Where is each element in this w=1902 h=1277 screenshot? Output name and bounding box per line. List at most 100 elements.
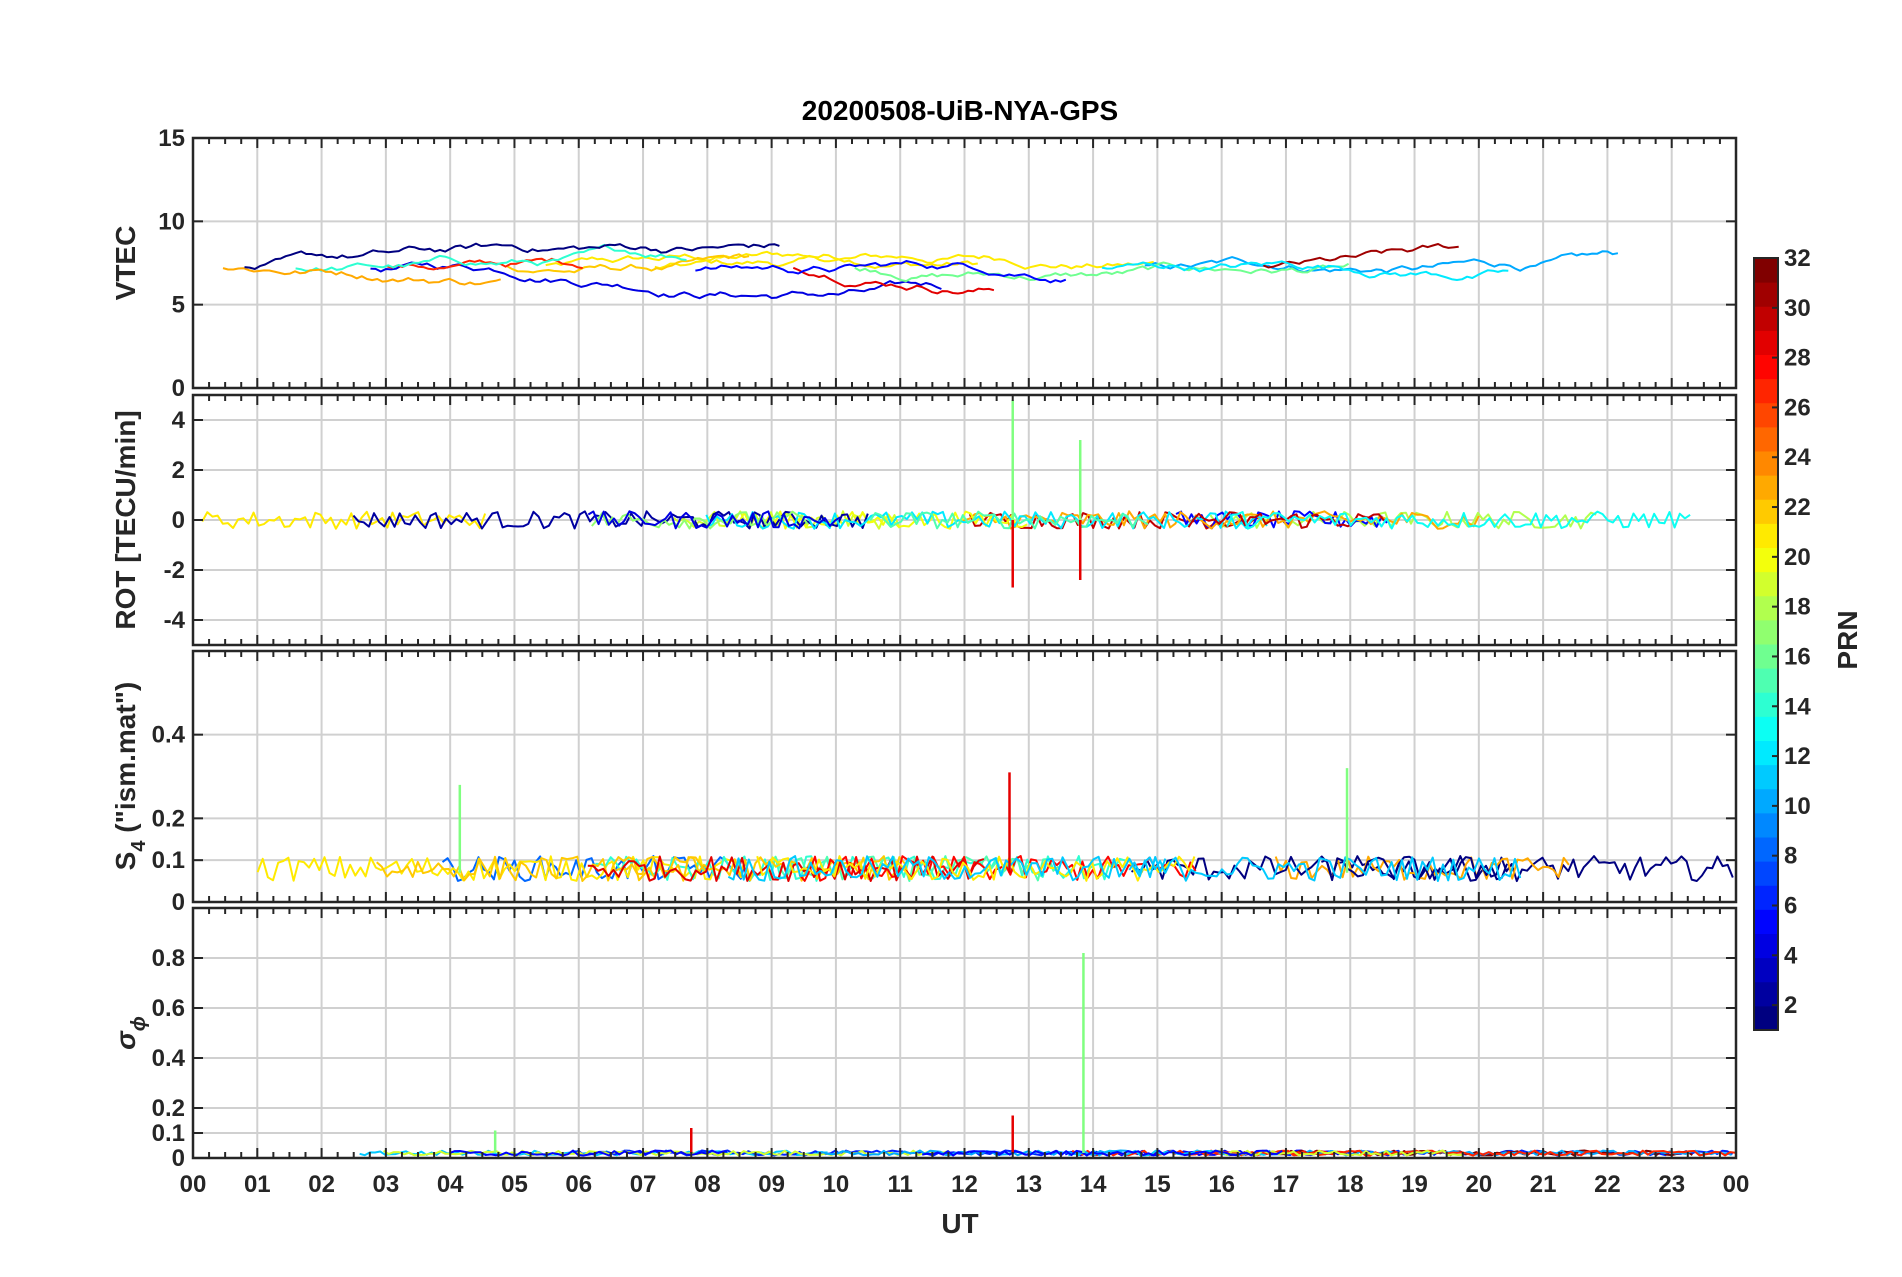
colorbar-tick-label: 16 (1784, 643, 1811, 670)
s4-panel: 0 0.1 0.2 0.4 S4 ("ism.mat") (110, 649, 1738, 916)
colorbar-tick-label: 14 (1784, 693, 1811, 720)
x-tick-label: 23 (1658, 1171, 1685, 1198)
vtec-trace (244, 242, 780, 270)
vtec-trace (295, 243, 687, 272)
vtec-trace (506, 253, 750, 274)
colorbar-label: PRN (1832, 610, 1863, 669)
s4-trace (756, 855, 1196, 882)
colorbar-swatch (1754, 981, 1778, 1007)
s4-y-tick-label: 0.4 (152, 722, 186, 749)
rot-y-tick-label: 0 (172, 507, 185, 534)
rot-trace (587, 510, 841, 530)
s4-y-tick-label: 0.2 (152, 805, 185, 832)
s4-traces (256, 768, 1734, 883)
s4-y-tick-label: 0.1 (152, 847, 185, 874)
x-tick-label: 00 (1723, 1171, 1750, 1198)
colorbar-swatch (1754, 668, 1778, 693)
colorbar-swatch (1754, 451, 1778, 476)
sigma-phi-y-ticks: 00.10.2 0.4 0.6 0.8 (152, 908, 1737, 1172)
s4-trace (376, 855, 707, 882)
sigma-phi-y-tick-label: 0.2 (152, 1095, 185, 1122)
s4-y-tick-label: 0 (172, 889, 185, 916)
colorbar-tick-label: 26 (1784, 394, 1811, 421)
s4-ylabel-sub: 4 (128, 840, 150, 852)
colorbar-swatch (1754, 426, 1778, 452)
sigma-phi-grid (193, 908, 1736, 1158)
rot-y-tick-label: -2 (164, 557, 185, 584)
x-tick-label: 19 (1401, 1171, 1428, 1198)
vtec-trace (792, 266, 995, 295)
x-tick-label: 09 (758, 1171, 785, 1198)
s4-grid (193, 651, 1736, 902)
vtec-panel: 0 5 10 15 VTEC (110, 125, 1738, 402)
vtec-trace (1101, 260, 1509, 281)
x-axis-title: UT (941, 1208, 978, 1239)
x-tick-label: 22 (1594, 1171, 1621, 1198)
colorbar-swatch (1754, 571, 1778, 597)
colorbar-swatch (1754, 619, 1778, 645)
vtec-y-tick-label: 0 (172, 375, 185, 402)
colorbar-tick-label: 4 (1784, 942, 1798, 969)
sigma-phi-ylabel-sub: ϕ (128, 1016, 150, 1031)
colorbar-tick-label: 10 (1784, 793, 1811, 820)
sigma-phi-panel: 00.10.2 0.4 0.6 0.8 σϕ (110, 906, 1738, 1172)
vtec-y-ticks: 0 5 10 15 (158, 125, 1737, 402)
vtec-grid (193, 138, 1736, 388)
rot-panel: -4 -2 0 2 4 ROT [TECU/min] (110, 393, 1738, 647)
sigma-phi-trace (1216, 1149, 1464, 1157)
sigma-phi-y-tick-label: 0.6 (152, 995, 185, 1022)
vtec-trace (222, 267, 501, 286)
x-tick-label: 18 (1337, 1171, 1364, 1198)
x-tick-label: 10 (823, 1171, 850, 1198)
s4-trace (1128, 856, 1522, 882)
colorbar-tick-label: 20 (1784, 544, 1811, 571)
colorbar-swatch (1754, 788, 1778, 814)
vtec-ylabel: VTEC (110, 226, 141, 301)
vtec-trace (545, 250, 978, 270)
sigma-phi-y-tick-label: 0 (172, 1145, 185, 1172)
x-tick-label: 16 (1208, 1171, 1235, 1198)
colorbar-swatch (1754, 933, 1778, 959)
vtec-y-tick-label: 5 (172, 292, 185, 319)
colorbar-swatch (1754, 812, 1778, 838)
rot-trace (869, 510, 1149, 530)
s4-trace (727, 855, 1167, 882)
colorbar-swatch (1754, 499, 1778, 524)
vtec-trace (370, 261, 942, 300)
vtec-trace (1144, 250, 1619, 274)
x-tick-label: 17 (1273, 1171, 1300, 1198)
rot-traces (201, 400, 1691, 588)
colorbar-tick-label: 32 (1784, 245, 1811, 272)
rot-trace (1226, 510, 1691, 530)
colorbar-swatch (1754, 330, 1778, 355)
colorbar-swatch (1754, 523, 1778, 548)
colorbar-tick-label: 6 (1784, 892, 1797, 919)
colorbar-tick-label: 22 (1784, 494, 1811, 521)
vtec-trace (695, 260, 1067, 284)
colorbar-tick-label: 12 (1784, 743, 1811, 770)
rot-y-tick-label: -4 (164, 607, 186, 634)
s4-trace (1274, 855, 1570, 881)
colorbar-swatch (1754, 909, 1778, 934)
s4-trace (1321, 855, 1734, 883)
colorbar-tick-label: 18 (1784, 594, 1811, 621)
colorbar-tick-label: 28 (1784, 345, 1811, 372)
s4-y-ticks: 0 0.1 0.2 0.4 (152, 651, 1737, 916)
x-tick-label: 20 (1465, 1171, 1492, 1198)
colorbar-swatch (1754, 282, 1778, 307)
colorbar-swatch (1754, 306, 1778, 331)
colorbar-swatch (1754, 595, 1778, 621)
sigma-phi-y-tick-label: 0.4 (152, 1045, 186, 1072)
sigma-phi-trace (449, 1149, 728, 1157)
sigma-phi-y-tick-label: 0.8 (152, 945, 185, 972)
colorbar-tick-label: 2 (1784, 992, 1797, 1019)
x-tick-label: 03 (373, 1171, 400, 1198)
x-tick-label: 13 (1015, 1171, 1042, 1198)
x-tick-label: 15 (1144, 1171, 1171, 1198)
colorbar-swatch (1754, 547, 1778, 573)
colorbar-frame (1753, 257, 1779, 1031)
x-tick-label: 02 (308, 1171, 335, 1198)
sigma-phi-y-tick-label: 0.1 (152, 1120, 185, 1147)
x-tick-label: 12 (951, 1171, 978, 1198)
